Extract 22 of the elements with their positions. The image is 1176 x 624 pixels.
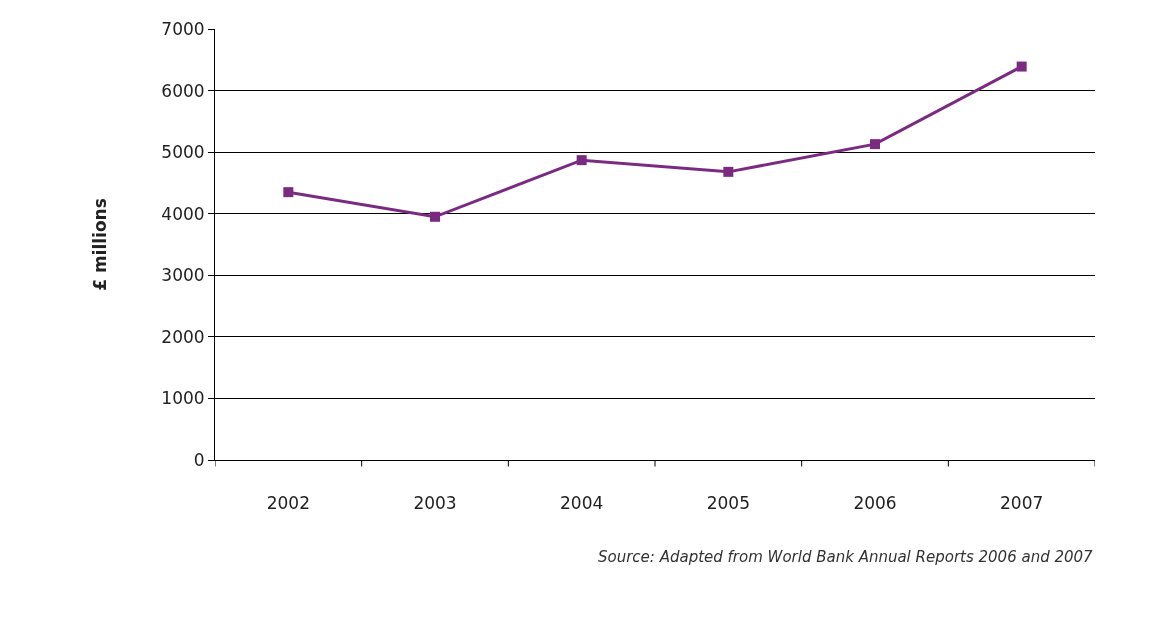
y-tick-label: 3000	[161, 265, 205, 286]
x-tick-label: 2007	[1000, 493, 1044, 514]
point	[576, 155, 587, 166]
y-axis-title: £ millions	[89, 198, 110, 291]
y-tick-label: 2000	[161, 326, 205, 347]
x-tick-label: 2006	[853, 493, 897, 514]
y-tick-label: 5000	[161, 142, 205, 163]
x-tick-label: 2005	[706, 493, 750, 514]
x-tick-label: 2004	[560, 493, 604, 514]
x-tick-label: 2002	[266, 493, 310, 514]
source-note: Source: Adapted from World Bank Annual Reports 2006 and 2007	[598, 548, 1094, 566]
point	[870, 139, 880, 150]
point	[1016, 61, 1027, 72]
y-tick-label: 0	[193, 449, 205, 470]
y-tick-label: 4000	[161, 203, 205, 224]
y-tick-label: 1000	[161, 388, 205, 409]
y-tick-label: 6000	[161, 80, 205, 101]
point	[283, 187, 294, 198]
y-tick-label: 7000	[161, 18, 205, 39]
x-tick-label: 2003	[413, 493, 457, 514]
point	[723, 166, 734, 177]
point	[430, 211, 440, 222]
